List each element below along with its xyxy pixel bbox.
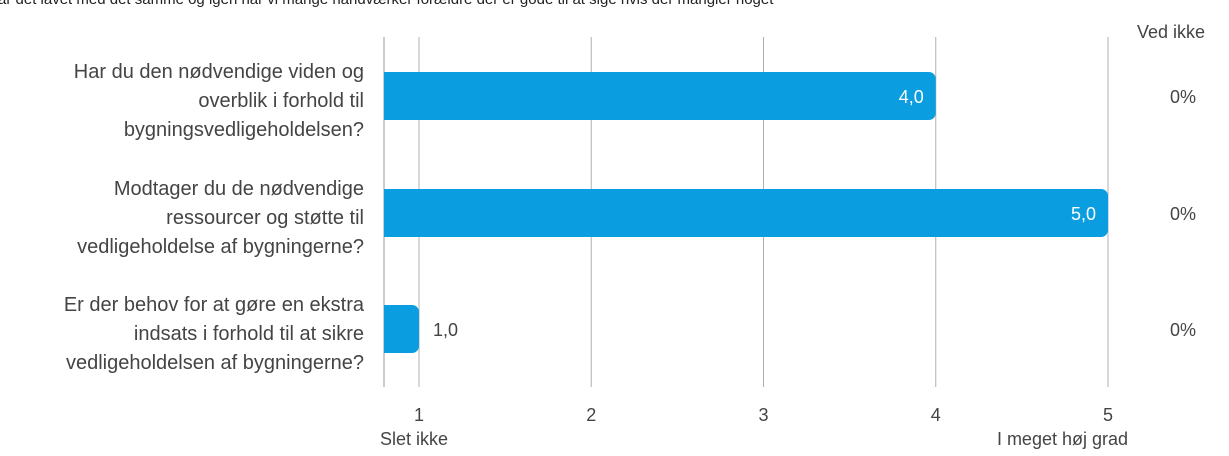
bar-edge	[384, 189, 394, 237]
bar	[384, 189, 1108, 237]
bar-edge	[384, 72, 394, 120]
dont-know-value: 0%	[1170, 320, 1196, 340]
x-tick-label: 4	[931, 405, 941, 425]
x-tick-label: 5	[1103, 405, 1113, 425]
category-label-line: indsats i forhold til at sikre	[134, 323, 364, 345]
bars: 4,0 5,0 1,0	[384, 72, 1108, 353]
x-tick-label: 3	[758, 405, 768, 425]
category-label-line: bygningsvedligeholdelsen?	[124, 119, 364, 141]
scale-min-label: Slet ikke	[380, 429, 448, 449]
category-label-line: Har du den nødvendige viden og	[74, 61, 364, 83]
x-axis-ticks: 1 2 3 4 5	[414, 405, 1113, 425]
category-label-line: overblik i forhold til	[198, 90, 364, 112]
category-label-line: Er der behov for at gøre en ekstra	[64, 294, 365, 316]
data-label: 4,0	[899, 87, 924, 107]
x-tick-label: 2	[586, 405, 596, 425]
data-label: 5,0	[1071, 204, 1096, 224]
category-label-line: ressourcer og støtte til	[166, 207, 364, 229]
chart-subtitle: ar det lavet med det samme og igen har v…	[0, 0, 774, 8]
dont-know-column: 0% 0% 0%	[1170, 87, 1196, 340]
category-label-line: vedligeholdelsen af bygningerne?	[66, 352, 364, 374]
x-tick-label: 1	[414, 405, 424, 425]
dont-know-value: 0%	[1170, 204, 1196, 224]
category-label-line: Modtager du de nødvendige	[114, 178, 364, 200]
scale-max-label: I meget høj grad	[997, 429, 1128, 449]
bar	[384, 72, 936, 120]
bar-edge	[384, 305, 394, 353]
category-label-line: vedligeholdelse af bygningerne?	[77, 236, 364, 258]
dont-know-value: 0%	[1170, 87, 1196, 107]
category-labels: Har du den nødvendige viden og overblik i…	[64, 61, 365, 374]
dont-know-column-header: Ved ikke	[1137, 22, 1205, 42]
data-label: 1,0	[433, 320, 458, 340]
